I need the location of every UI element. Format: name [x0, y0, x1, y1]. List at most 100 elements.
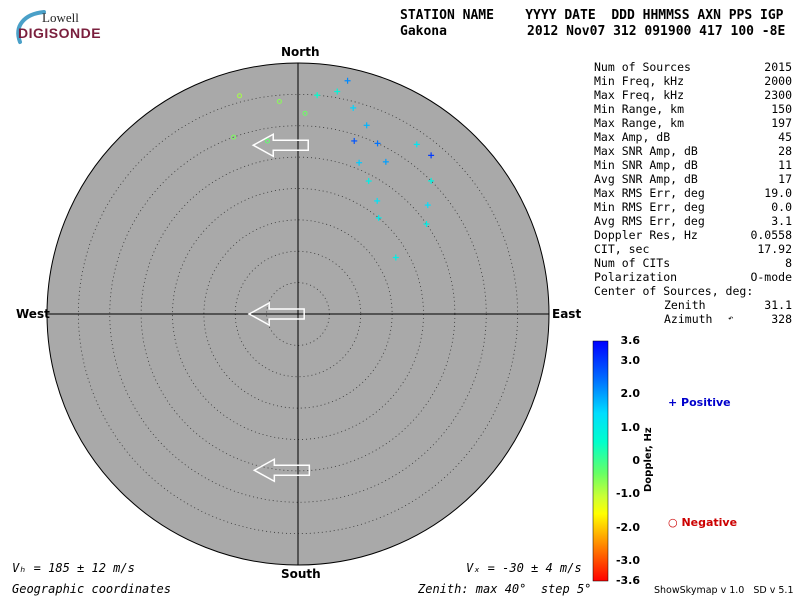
stat-row: Min Range, km 150 [594, 102, 792, 116]
software-credit: ShowSkymap v 1.0 SD v 5.1 [654, 585, 794, 596]
negative-source-marker [237, 93, 243, 99]
stats-panel: Num of Sources 2015 Min Freq, kHz 2000 Max F… [594, 60, 792, 284]
header-labels: STATION NAME YYYY DATE DDD HHMMSS AXN PP… [400, 8, 784, 23]
center-azimuth-value: 328 [771, 312, 792, 326]
positive-source-marker [423, 221, 430, 228]
colorbar-tick-label: 3.6 [620, 334, 641, 347]
positive-source-marker [428, 152, 435, 159]
west-label: West [16, 307, 50, 321]
stat-label: Max RMS Err, deg [594, 186, 705, 200]
positive-source-marker [413, 141, 420, 148]
stat-value: 2300 [764, 88, 792, 102]
positive-source-marker [428, 177, 435, 184]
center-zenith-value: 31.1 [764, 298, 792, 312]
stat-label: Num of Sources [594, 60, 691, 74]
stat-row: Polarization O-mode [594, 270, 792, 284]
stat-value: 45 [778, 130, 792, 144]
colorbar-label: Doppler, Hz [643, 427, 654, 492]
stat-label: CIT, sec [594, 242, 650, 256]
stat-label: Avg RMS Err, deg [594, 214, 705, 228]
colorbar-tick-label: -1.0 [615, 487, 640, 501]
stat-value: 2015 [764, 60, 792, 74]
center-title: Center of Sources, deg: [594, 284, 754, 298]
stat-row: Max Freq, kHz 2300 [594, 88, 792, 102]
positive-source-marker [350, 104, 357, 111]
header-values: 2012 Nov07 312 091900 417 100 -8E [527, 24, 786, 39]
stat-value: 19.0 [764, 186, 792, 200]
zenith-scale-info: Zenith: max 40° step 5° [418, 582, 592, 596]
north-label: North [281, 45, 320, 59]
positive-source-marker [351, 137, 358, 144]
stat-value: 8 [785, 256, 792, 270]
positive-source-marker [424, 202, 431, 209]
legend-positive-label: Positive [681, 396, 731, 409]
stat-row: Avg SNR Amp, dB 17 [594, 172, 792, 186]
stat-label: Min Freq, kHz [594, 74, 685, 88]
header-station: Gakona [400, 24, 447, 39]
positive-source-marker [374, 140, 381, 147]
stat-value: 150 [771, 102, 792, 116]
positive-source-marker [375, 214, 382, 221]
colorbar-tick-label: 0 [632, 454, 640, 467]
legend-negative: ○ Negative [668, 516, 738, 529]
stat-value: O-mode [750, 270, 792, 284]
stat-label: Doppler Res, Hz [594, 228, 698, 242]
vertical-velocity: Vₓ = -30 ± 4 m/s [466, 561, 582, 575]
stat-value: 11 [778, 158, 792, 172]
stat-row: Num of Sources 2015 [594, 60, 792, 74]
center-zenith-row: Zenith 31.1 [594, 298, 792, 312]
positive-source-marker [344, 77, 351, 84]
logo-lowell-text: Lowell [42, 10, 79, 25]
positive-source-marker [374, 197, 381, 204]
horizontal-velocity: Vₕ = 185 ± 12 m/s [12, 561, 135, 575]
stat-label: Min SNR Amp, dB [594, 158, 698, 172]
center-zenith-label: Zenith [664, 298, 706, 312]
center-azimuth-label: Azimuth [664, 312, 713, 326]
positive-source-marker [314, 92, 321, 99]
positive-source-marker [392, 254, 399, 261]
stat-row: Max Amp, dB 45 [594, 130, 792, 144]
positive-source-marker [365, 178, 372, 185]
east-label: East [552, 307, 582, 321]
stat-row: CIT, sec 17.92 [594, 242, 792, 256]
stat-value: 28 [778, 144, 792, 158]
positive-source-marker [334, 88, 341, 95]
stat-label: Max SNR Amp, dB [594, 144, 698, 158]
logo-digisonde-text: DIGISONDE [18, 25, 102, 41]
negative-source-marker [231, 134, 237, 140]
stat-value: 197 [771, 116, 792, 130]
stat-label: Avg SNR Amp, dB [594, 172, 698, 186]
colorbar-tick-label: 2.0 [620, 387, 641, 401]
stat-row: Max RMS Err, deg 19.0 [594, 186, 792, 200]
colorbar-tick-label: 1.0 [620, 420, 641, 434]
stat-row: Avg RMS Err, deg 3.1 [594, 214, 792, 228]
positive-source-marker [363, 122, 370, 129]
stat-value: 17.92 [757, 242, 792, 256]
azimuth-arrow-icon: ↶ [728, 314, 734, 324]
center-azimuth-row: Azimuth ↶ 328 [594, 312, 792, 326]
negative-source-marker [264, 138, 270, 144]
negative-source-marker [276, 98, 282, 104]
colorbar-tick-label: -3.0 [615, 554, 640, 567]
stat-row: Min Freq, kHz 2000 [594, 74, 792, 88]
stat-value: 17 [778, 172, 792, 186]
stat-label: Polarization [594, 270, 678, 284]
stat-row: Num of CITs 8 [594, 256, 792, 270]
colorbar-tick-label: -2.0 [615, 520, 640, 534]
stat-row: Max SNR Amp, dB 28 [594, 144, 792, 158]
stat-label: Max Amp, dB [594, 130, 671, 144]
stat-label: Max Range, km [594, 116, 685, 130]
stat-value: 0.0558 [750, 228, 792, 242]
stat-label: Num of CITs [594, 256, 671, 270]
legend-positive: + Positive [668, 396, 731, 409]
negative-source-marker [302, 110, 308, 116]
stat-row: Max Range, km 197 [594, 116, 792, 130]
colorbar-tick-label: -3.6 [615, 574, 640, 587]
stat-label: Max Freq, kHz [594, 88, 685, 102]
positive-source-marker [382, 158, 389, 165]
doppler-colorbar [592, 340, 609, 582]
stat-row: Min SNR Amp, dB 11 [594, 158, 792, 172]
velocity-arrow [252, 458, 311, 483]
stat-value: 0.0 [771, 200, 792, 214]
center-of-sources: Center of Sources, deg: Zenith 31.1 Azim… [594, 284, 792, 326]
